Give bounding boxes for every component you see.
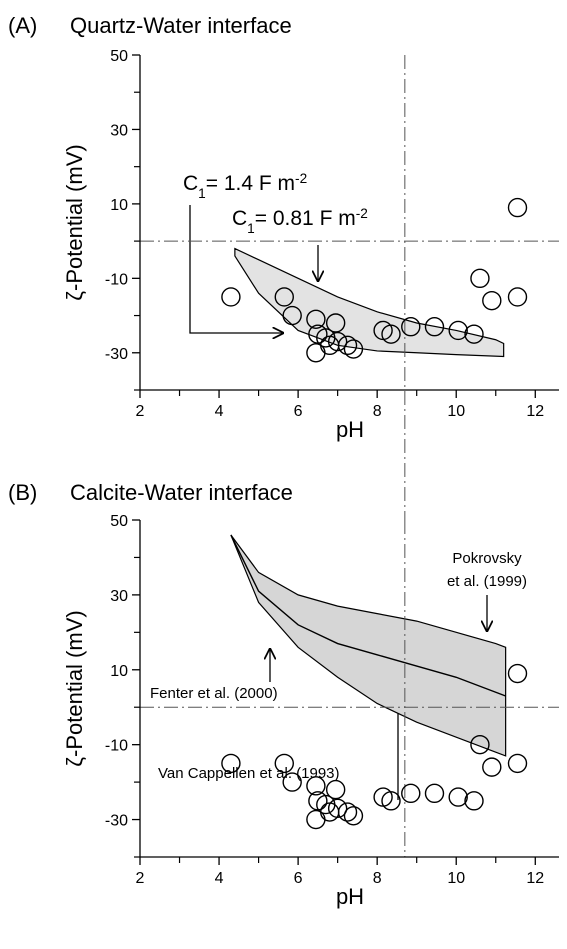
data-point	[221, 753, 241, 774]
y-tick-label: 30	[110, 122, 128, 139]
y-tick-label: 30	[110, 588, 128, 605]
data-point	[448, 787, 468, 807]
x-tick-label: 10	[447, 870, 465, 887]
annotation: Fenter et al. (2000)	[150, 685, 278, 702]
data-point	[274, 753, 294, 774]
x-axis-label: pH	[336, 884, 364, 909]
y-tick-label: 10	[110, 663, 128, 680]
annotation: Pokrovsky	[452, 550, 522, 567]
data-point	[274, 287, 294, 307]
panel-label: (A)	[8, 13, 37, 38]
x-tick-label: 4	[215, 870, 224, 887]
x-tick-label: 12	[526, 403, 544, 420]
x-tick-label: 12	[526, 870, 544, 887]
data-point	[327, 331, 348, 352]
x-tick-label: 6	[294, 870, 303, 887]
model-band	[234, 247, 505, 358]
annotation: et al. (1999)	[447, 573, 527, 590]
data-point	[327, 798, 348, 819]
y-tick-label: -10	[105, 738, 128, 755]
data-point	[470, 734, 490, 755]
data-point	[464, 324, 484, 344]
annotation: C1= 0.81 F m-2	[232, 206, 368, 236]
annotation-part: = 1.4 F m	[206, 172, 295, 195]
x-tick-label: 8	[373, 870, 382, 887]
data-point	[282, 772, 302, 792]
y-tick-label: -10	[105, 271, 128, 288]
x-axis-label: pH	[336, 417, 364, 442]
x-tick-label: 2	[136, 870, 145, 887]
data-point	[424, 317, 445, 337]
annotation: Van Cappellen et al. (1993)	[158, 765, 340, 782]
data-point	[482, 757, 502, 777]
x-tick-label: 2	[136, 403, 145, 420]
chart-title: Quartz-Water interface	[70, 13, 292, 38]
annotation-part: -2	[295, 171, 307, 186]
data-point	[337, 802, 358, 822]
annotation-part: 1	[247, 221, 255, 236]
x-tick-label: 4	[215, 403, 224, 420]
annotation-part: Fenter et al. (2000)	[150, 685, 278, 702]
y-tick-label: 50	[110, 48, 128, 65]
data-point	[381, 324, 401, 344]
data-point	[507, 287, 528, 307]
y-axis-label: ζ-Potential (mV)	[62, 144, 87, 300]
data-point	[507, 663, 528, 684]
data-point	[448, 320, 468, 341]
annotation-part: = 0.81 F m	[255, 207, 356, 230]
annotation: C1= 1.4 F m-2	[183, 171, 307, 201]
data-point	[325, 779, 346, 800]
x-tick-label: 10	[447, 403, 465, 420]
data-point	[482, 290, 502, 311]
data-point	[470, 268, 490, 289]
x-tick-label: 8	[373, 403, 382, 420]
y-tick-label: -30	[105, 813, 128, 830]
chart-title: Calcite-Water interface	[70, 480, 293, 505]
annotation-part: Pokrovsky	[452, 550, 522, 567]
data-point	[343, 806, 364, 826]
y-tick-label: -30	[105, 346, 128, 363]
data-point	[282, 305, 302, 326]
data-point	[306, 776, 326, 796]
annotation-part: Van Cappellen et al. (1993)	[158, 765, 340, 782]
data-point	[325, 313, 346, 333]
data-point	[343, 339, 364, 359]
arrow	[189, 205, 284, 333]
annotation-part: et al. (1999)	[447, 573, 527, 590]
data-point	[424, 783, 445, 804]
data-point	[401, 317, 421, 337]
annotation-part: C	[183, 172, 198, 195]
data-point	[381, 791, 401, 811]
model-band	[230, 534, 507, 757]
data-point	[401, 783, 421, 804]
data-point	[507, 197, 528, 218]
y-tick-label: 50	[110, 513, 128, 530]
annotation-part: 1	[198, 186, 206, 201]
panel-label: (B)	[8, 480, 37, 505]
annotation-part: -2	[356, 206, 368, 221]
annotation-part: C	[232, 207, 247, 230]
x-tick-label: 6	[294, 403, 303, 420]
data-point	[337, 335, 358, 356]
data-point	[221, 287, 241, 307]
y-tick-label: 10	[110, 197, 128, 214]
data-point	[464, 791, 484, 811]
y-axis-label: ζ-Potential (mV)	[62, 610, 87, 766]
data-point	[306, 309, 326, 329]
model-curve	[230, 534, 506, 697]
data-point	[507, 753, 528, 774]
